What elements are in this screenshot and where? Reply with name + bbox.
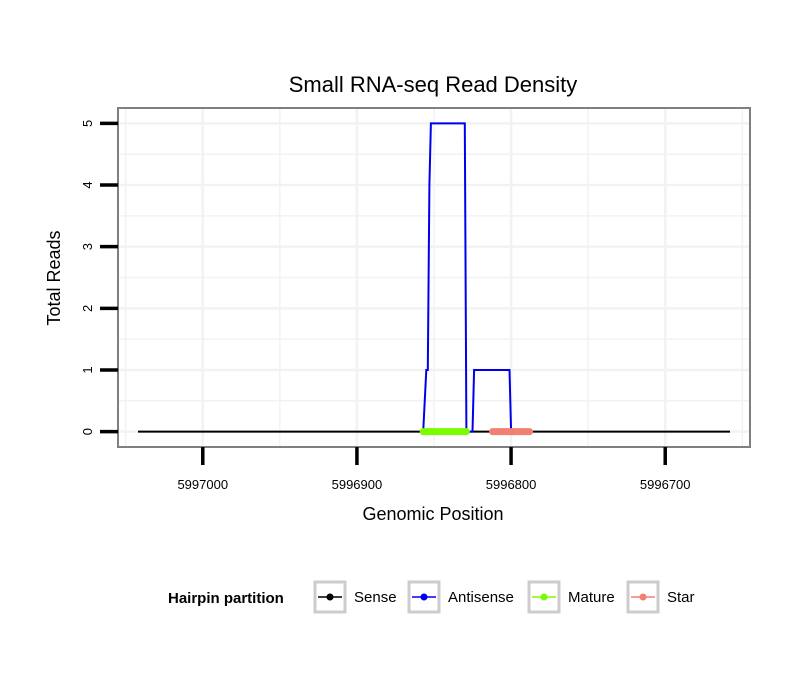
plot-border <box>117 107 751 448</box>
x-tick-label: 5997000 <box>177 477 228 492</box>
y-tick-label: 5 <box>80 120 95 127</box>
legend-item-antisense: Antisense <box>407 580 514 614</box>
y-tick-label: 0 <box>80 428 95 435</box>
series-layer <box>138 122 730 436</box>
x-tick-label: 5996800 <box>486 477 537 492</box>
legend-label: Sense <box>354 589 397 606</box>
chart-title: Small RNA-seq Read Density <box>289 72 578 97</box>
legend-title: Hairpin partition <box>168 590 284 607</box>
y-tick-label: 1 <box>80 366 95 373</box>
legend-key-dot <box>639 593 647 601</box>
y-tick-label: 2 <box>80 305 95 312</box>
x-tick-label: 5996700 <box>640 477 691 492</box>
legend-label: Antisense <box>448 589 514 606</box>
legend-item-sense: Sense <box>313 580 397 614</box>
legend: Hairpin partition Sense Antisense Mature St… <box>168 580 695 614</box>
legend-key-dot <box>420 593 428 601</box>
plot-panel <box>117 107 751 448</box>
legend-label: Star <box>667 589 695 606</box>
legend-item-star: Star <box>626 580 695 614</box>
legend-key-dot <box>326 593 334 601</box>
legend-key-dot <box>540 593 548 601</box>
legend-item-mature: Mature <box>527 580 615 614</box>
series-antisense-line <box>422 122 513 433</box>
legend-label: Mature <box>568 589 615 606</box>
x-tick-label: 5996900 <box>332 477 383 492</box>
x-axis-label: Genomic Position <box>362 504 503 524</box>
y-tick-label: 4 <box>80 181 95 188</box>
y-tick-label: 3 <box>80 243 95 250</box>
y-axis: 0 1 2 3 4 5 <box>80 120 118 435</box>
x-axis: 5997000 5996900 5996800 5996700 <box>177 447 691 492</box>
y-axis-label: Total Reads <box>44 230 64 325</box>
